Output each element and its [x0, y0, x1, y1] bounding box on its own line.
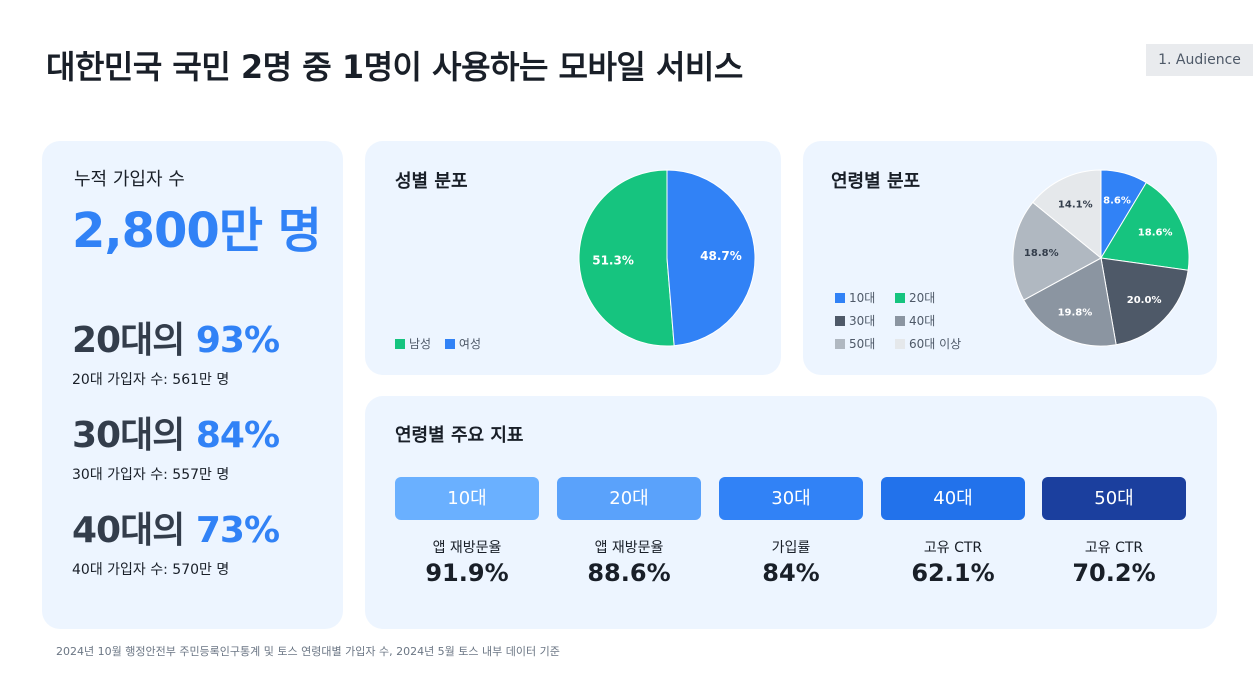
legend-label: 여성: [458, 337, 482, 351]
age-card: 연령별 분포 8.6% 18.6% 20.0% 19.8% 18.8% 14.1% 10대…: [803, 141, 1217, 375]
legend-item: 10대: [835, 289, 895, 306]
stat-age: 30대의: [72, 415, 196, 456]
metrics-card: 연령별 주요 지표 10대 20대 30대 40대 50대 앱 재방문율 앱 재…: [365, 396, 1217, 629]
legend-swatch: [395, 339, 405, 349]
stat-pct: 73%: [195, 510, 280, 551]
age-pill-20s: 20대: [557, 477, 701, 520]
metric-label: 고유 CTR: [1084, 540, 1144, 556]
age-legend-row-1: 10대 20대: [835, 289, 955, 306]
metric-label: 가입률: [771, 540, 811, 556]
subscribers-card: 누적 가입자 수 2,800만 명 20대의 93% 20대 가입자 수: 56…: [42, 141, 343, 629]
legend-swatch: [895, 316, 905, 326]
pie-data-label: 51.3%: [592, 253, 634, 267]
legend-swatch: [835, 316, 845, 326]
legend-swatch: [895, 293, 905, 303]
legend-item: 30대: [835, 312, 895, 329]
stat-40s: 40대의 73% 40대 가입자 수: 570만 명: [72, 501, 280, 579]
subscribers-label: 누적 가입자 수: [74, 169, 185, 190]
legend-label: 30대: [849, 314, 876, 328]
section-tag: 1. Audience: [1146, 44, 1253, 76]
legend-swatch: [835, 339, 845, 349]
legend-swatch: [444, 339, 455, 349]
stat-detail: 20대 가입자 수: 561만 명: [72, 372, 230, 388]
metric-value: 62.1%: [911, 559, 995, 587]
stat-30s: 30대의 84% 30대 가입자 수: 557만 명: [72, 406, 280, 484]
pie-slice-3: [1100, 257, 1189, 346]
pie-data-label: 18.6%: [1138, 228, 1173, 239]
legend-item: 여성: [444, 335, 482, 352]
stat-age: 40대의: [72, 510, 196, 551]
age-pill-30s: 30대: [719, 477, 863, 520]
age-chart-title: 연령별 분포: [831, 171, 921, 192]
metric-value: 88.6%: [587, 559, 671, 587]
legend-swatch: [895, 339, 905, 349]
legend-swatch: [835, 293, 845, 303]
gender-chart-title: 성별 분포: [395, 171, 468, 192]
pie-data-label: 8.6%: [1103, 196, 1131, 207]
legend-item: 남성: [395, 335, 431, 352]
legend-item: 40대: [895, 312, 955, 329]
legend-item: 20대: [895, 289, 955, 306]
pie-slice-2: [1100, 181, 1190, 271]
metric-label: 앱 재방문율: [432, 540, 502, 556]
stat-20s: 20대의 93% 20대 가입자 수: 561만 명: [72, 311, 280, 389]
metric-value: 91.9%: [425, 559, 509, 587]
age-legend-row-3: 50대 60대 이상: [835, 335, 961, 352]
pie-data-label: 48.7%: [700, 249, 742, 263]
stat-detail: 40대 가입자 수: 570만 명: [72, 562, 230, 578]
age-pie-chart: 8.6% 18.6% 20.0% 19.8% 18.8% 14.1%: [1012, 169, 1190, 347]
metric-label: 앱 재방문율: [594, 540, 664, 556]
age-pill-10s: 10대: [395, 477, 539, 520]
metrics-title: 연령별 주요 지표: [395, 425, 524, 446]
legend-item: 50대: [835, 335, 895, 352]
subscribers-value: 2,800만 명: [72, 203, 322, 259]
stat-pct: 93%: [195, 320, 280, 361]
pie-slice-4: [1023, 257, 1117, 347]
footnote: 2024년 10월 행정안전부 주민등록인구통계 및 토스 연령대별 가입자 수…: [56, 645, 560, 658]
gender-card: 성별 분포 51.3% 48.7% 남성 여성: [365, 141, 781, 375]
legend-label: 10대: [849, 291, 876, 305]
metric-label: 고유 CTR: [923, 540, 983, 556]
legend-label: 남성: [409, 337, 432, 351]
age-legend-row-2: 30대 40대: [835, 312, 955, 329]
metric-value: 70.2%: [1072, 559, 1156, 587]
pie-data-label: 19.8%: [1058, 308, 1093, 319]
pie-slice-1: [578, 169, 675, 347]
gender-pie-chart: 51.3% 48.7%: [578, 169, 756, 347]
gender-legend: 남성 여성: [395, 335, 491, 352]
legend-item: 60대 이상: [895, 335, 961, 352]
legend-label: 20대: [909, 291, 936, 305]
stat-detail: 30대 가입자 수: 557만 명: [72, 467, 230, 483]
pie-slice-6: [1032, 169, 1102, 260]
age-pill-40s: 40대: [881, 477, 1025, 520]
pie-data-label: 14.1%: [1058, 199, 1093, 210]
legend-label: 40대: [909, 314, 936, 328]
pie-slice-5: [1012, 201, 1102, 301]
pie-data-label: 18.8%: [1024, 248, 1059, 259]
age-pill-50s: 50대: [1042, 477, 1186, 520]
legend-label: 60대 이상: [909, 337, 962, 351]
page-title: 대한민국 국민 2명 중 1명이 사용하는 모바일 서비스: [46, 48, 743, 86]
legend-label: 50대: [849, 337, 876, 351]
pie-slice-2: [666, 169, 756, 347]
pie-data-label: 20.0%: [1127, 295, 1162, 306]
metric-value: 84%: [762, 559, 820, 587]
stat-age: 20대의: [72, 320, 196, 361]
stat-pct: 84%: [195, 415, 280, 456]
